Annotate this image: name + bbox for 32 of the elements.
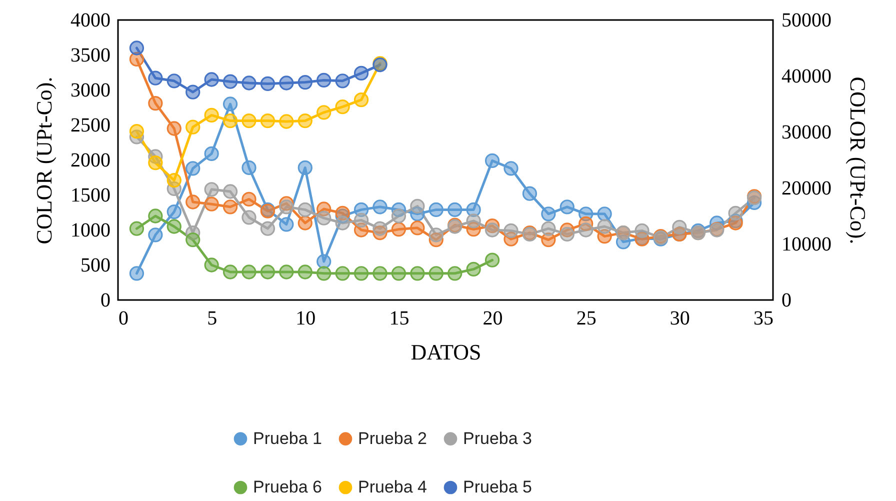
legend-label: Prueba 1: [253, 428, 322, 448]
y2-tick-label: 20000: [782, 178, 832, 200]
x-tick-label: 0: [118, 308, 128, 330]
y-tick-label: 1000: [70, 220, 110, 242]
y-tick-label: 2500: [70, 114, 110, 136]
y2-tick-label: 40000: [782, 66, 832, 88]
x-tick-label: 10: [296, 308, 316, 330]
y-axis-title: COLOR (UPt-Co).: [32, 76, 56, 244]
y-tick-label: 4000: [70, 10, 110, 32]
x-tick-label: 5: [207, 308, 218, 330]
x-tick-label: 25: [576, 308, 596, 330]
y-tick-label: 3000: [70, 80, 110, 102]
y-tick-label: 3500: [70, 44, 110, 66]
y2-tick-label: 10000: [782, 234, 832, 256]
y-tick-label: 2000: [70, 150, 110, 172]
legend-label: Prueba 5: [463, 478, 532, 496]
x-tick-label: 30: [670, 308, 690, 330]
y2-tick-label: 30000: [782, 122, 832, 144]
y2-axis-title: COLOR (UPt-Co).: [846, 76, 870, 244]
y2-tick-label: 50000: [782, 10, 832, 32]
y-tick-label: 500: [80, 254, 110, 276]
legend-label: Prueba 3: [463, 428, 532, 448]
y-tick-label: 1500: [70, 184, 110, 206]
x-tick-label: 15: [389, 308, 410, 330]
x-axis-title: DATOS: [410, 340, 482, 364]
legend-label: Prueba 4: [358, 478, 427, 496]
x-tick-label: 20: [482, 308, 503, 330]
y-tick-label: 0: [100, 290, 110, 312]
legend-label: Prueba 2: [358, 428, 427, 448]
legend-label: Prueba 6: [253, 478, 322, 496]
y2-tick-label: 0: [782, 290, 792, 312]
x-tick-label: 35: [754, 308, 774, 330]
